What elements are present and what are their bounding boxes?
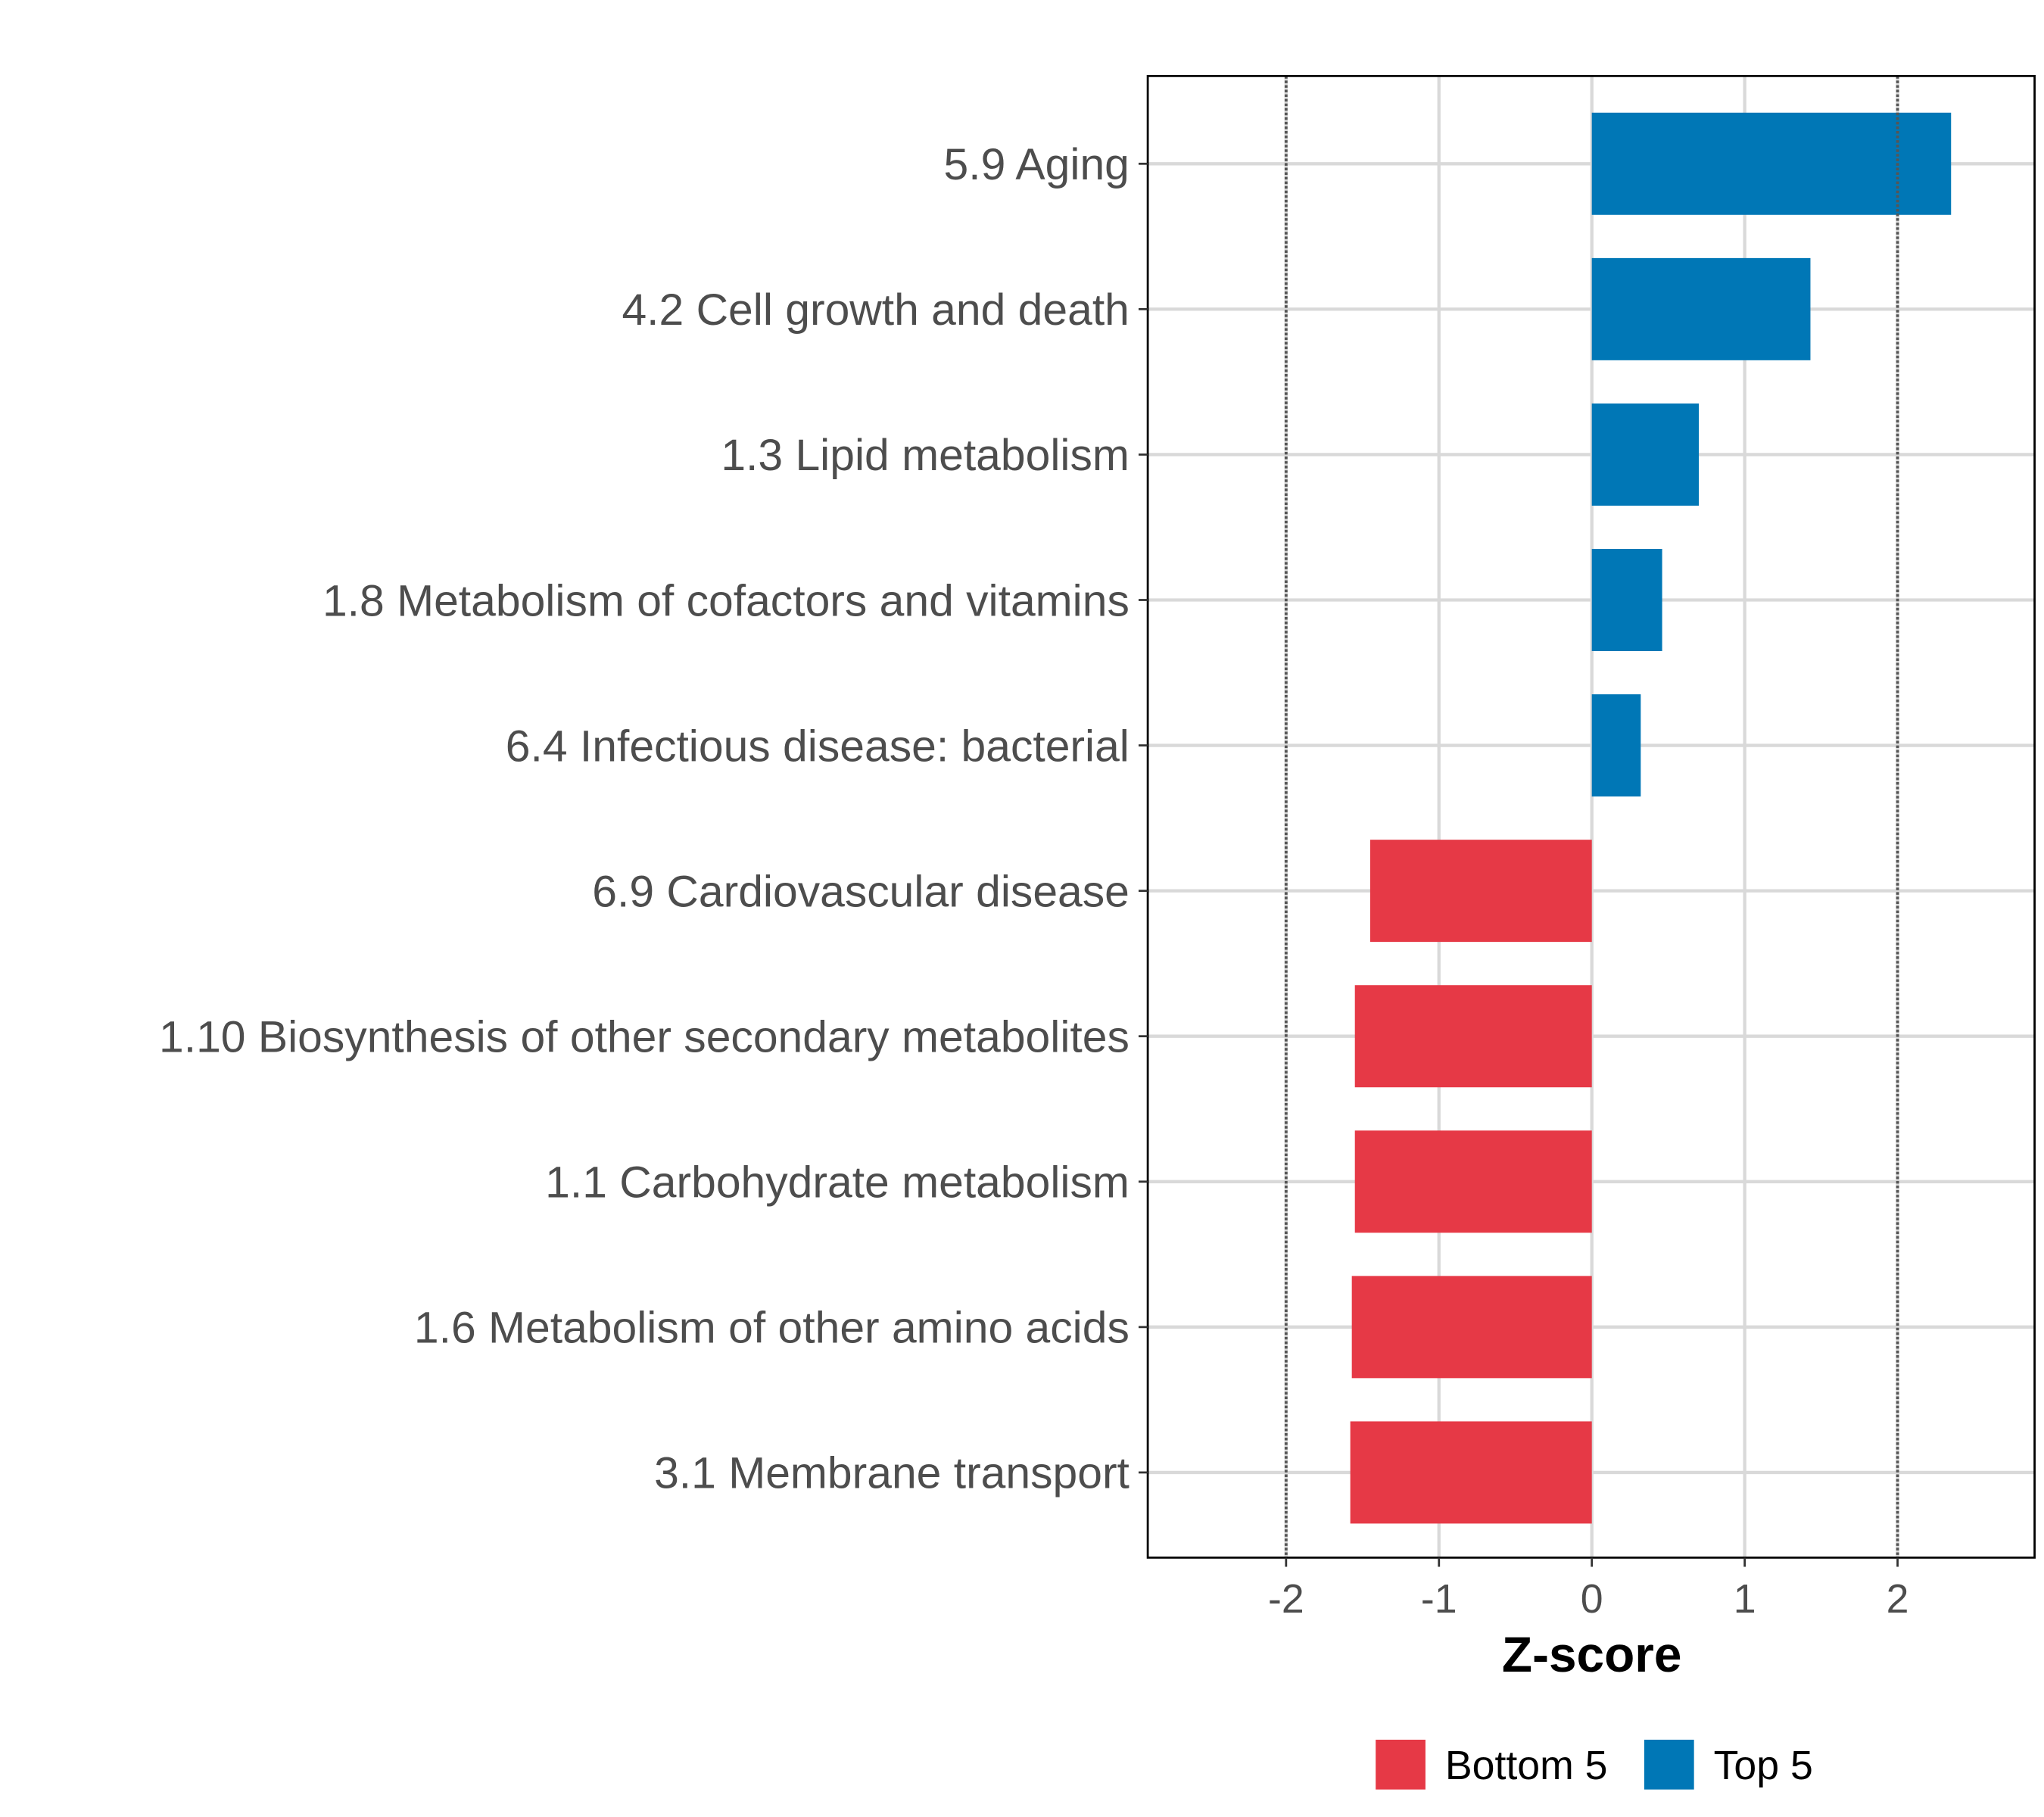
legend: Bottom 5 Top 5 [1376,1739,1813,1790]
bar [1591,403,1700,506]
bar [1354,985,1592,1088]
y-tick-label: 4.2 Cell growth and death [622,285,1129,335]
y-tick-label: 1.6 Metabolism of other amino acids [414,1304,1129,1353]
legend-swatch [1376,1739,1426,1790]
legend-label: Top 5 [1714,1743,1813,1788]
bar [1350,1421,1592,1524]
y-tick-label: 3.1 Membrane transport [654,1449,1129,1498]
reference-lines [1284,76,1899,1558]
y-tick-label: 1.1 Carbohydrate metabolism [545,1158,1129,1208]
y-tick-label: 6.4 Infectious disease: bacterial [506,722,1129,771]
bars [1350,112,1952,1524]
bar [1591,694,1641,797]
x-tick-label: 0 [1581,1576,1603,1622]
x-axis-ticks: -2 -1 0 1 2 [1268,1557,1908,1622]
bar [1591,112,1952,215]
bar [1369,840,1592,943]
x-tick-label: 1 [1734,1576,1756,1622]
y-tick-label: 5.9 Aging [944,140,1129,189]
y-tick-label: 1.8 Metabolism of cofactors and vitamins [322,576,1129,625]
y-tick-label: 6.9 Cardiovascular disease [592,867,1129,916]
bar [1591,257,1811,360]
x-tick-label: -2 [1268,1576,1304,1622]
bar [1351,1276,1592,1379]
legend-swatch [1644,1739,1694,1790]
y-tick-label: 1.3 Lipid metabolism [721,431,1129,480]
legend-label: Bottom 5 [1445,1743,1608,1788]
y-tick-label: 1.10 Biosynthesis of other secondary met… [159,1012,1129,1061]
x-tick-label: 2 [1887,1576,1909,1622]
y-axis-labels: 5.9 Aging 4.2 Cell growth and death 1.3 Li… [159,140,1148,1498]
x-tick-label: -1 [1421,1576,1457,1622]
x-axis-title: Z-score [1502,1626,1682,1682]
bar [1354,1130,1592,1233]
bar [1591,549,1662,651]
